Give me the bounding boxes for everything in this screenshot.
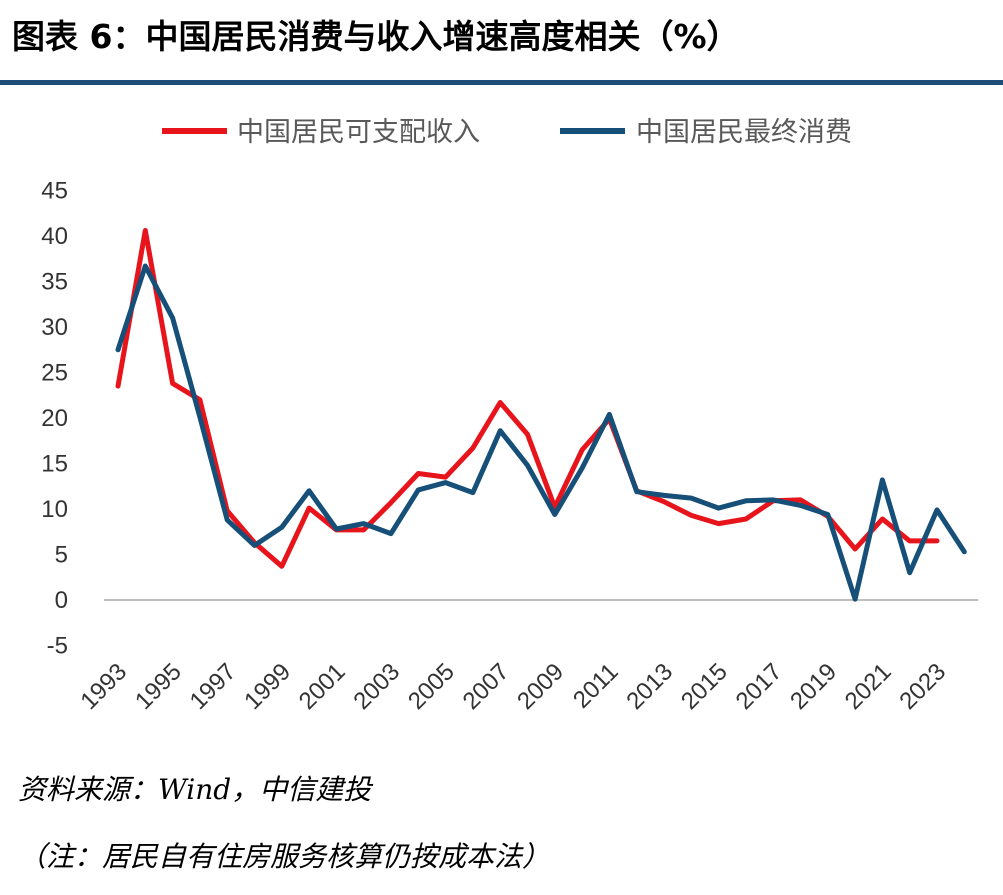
x-tick-label: 2001 — [294, 658, 351, 715]
x-tick-label: 1997 — [185, 658, 242, 715]
y-tick-label: 20 — [41, 405, 68, 432]
x-tick-label: 2015 — [676, 658, 733, 715]
x-tick-label: 2003 — [348, 658, 405, 715]
x-tick-label: 2009 — [512, 658, 569, 715]
source-note: 资料来源：Wind，中信建投 — [18, 773, 372, 806]
x-tick-label: 1993 — [75, 658, 132, 715]
y-tick-label: 0 — [55, 587, 68, 614]
chart-legend: 中国居民可支配收入 中国居民最终消费 — [162, 117, 852, 148]
x-tick-label: 2011 — [568, 658, 624, 714]
x-tick-label: 2017 — [731, 658, 788, 715]
y-tick-label: 45 — [41, 178, 68, 205]
x-tick-label: 2007 — [458, 658, 515, 715]
y-axis: 45 40 35 30 25 20 15 10 5 0 -5 — [41, 178, 68, 660]
series-line-2 — [115, 263, 967, 602]
chart-series — [115, 228, 967, 602]
title-divider — [0, 80, 1003, 85]
legend-label-1: 中国居民可支配收入 — [237, 117, 480, 148]
x-tick-label: 1995 — [130, 658, 187, 715]
y-tick-label: 40 — [41, 223, 68, 250]
footnote: （注：居民自有住房服务核算仍按成本法） — [18, 840, 551, 873]
legend-label-2: 中国居民最终消费 — [636, 117, 852, 148]
x-tick-label: 2021 — [840, 658, 897, 715]
y-tick-label: 15 — [41, 451, 68, 478]
x-tick-label: 1999 — [239, 658, 296, 715]
x-tick-label: 2005 — [403, 658, 460, 715]
page-title: 图表 6：中国居民消费与收入增速高度相关（%） — [12, 17, 740, 56]
x-tick-label: 2013 — [621, 658, 678, 715]
y-tick-label: 30 — [41, 314, 68, 341]
y-tick-label: 25 — [41, 360, 68, 387]
y-tick-label: 5 — [55, 542, 68, 569]
y-tick-label: -5 — [47, 633, 68, 660]
y-tick-label: 10 — [41, 496, 68, 523]
series-line-1 — [115, 228, 940, 569]
x-tick-label: 2019 — [785, 658, 842, 715]
y-tick-label: 35 — [41, 269, 68, 296]
x-tick-label: 2023 — [894, 658, 951, 715]
